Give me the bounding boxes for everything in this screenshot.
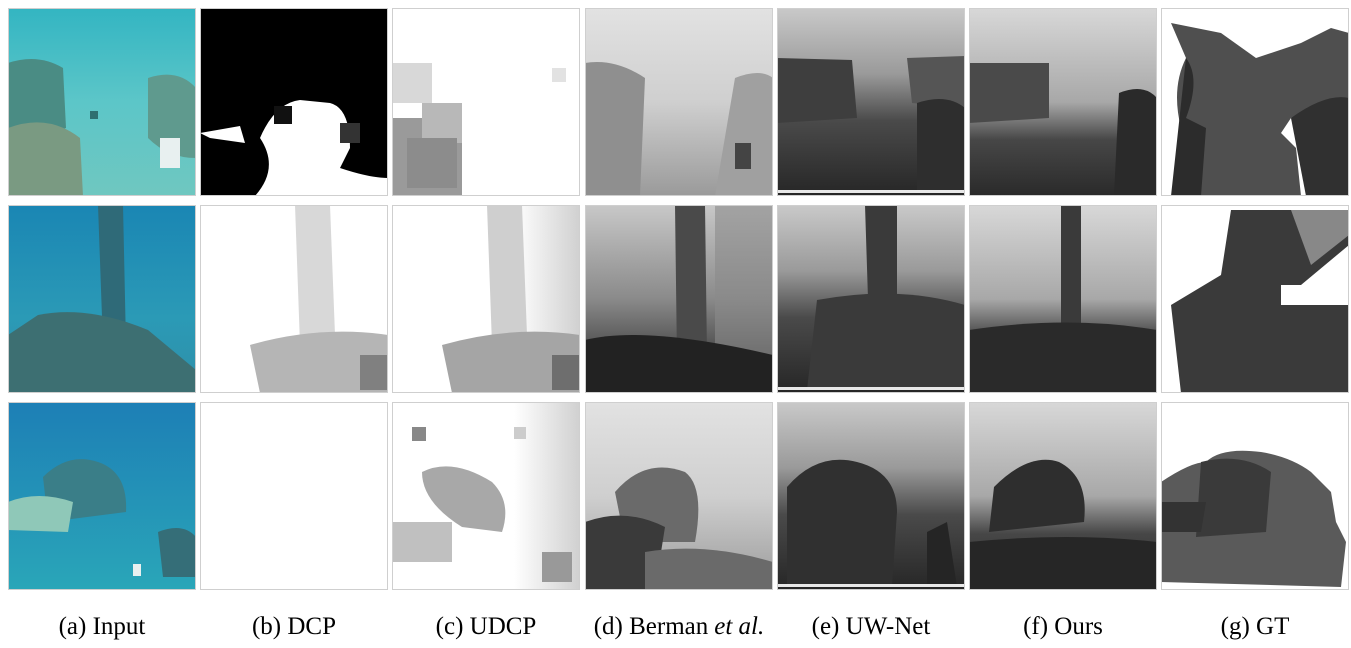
image-region xyxy=(360,355,388,390)
panel-dcp xyxy=(200,205,388,393)
image-region xyxy=(514,427,526,439)
image-region xyxy=(542,552,572,582)
panel-berman xyxy=(585,402,773,590)
caption: (b) DCP xyxy=(252,613,336,640)
image-region xyxy=(422,103,462,143)
image-region xyxy=(777,584,965,587)
panel-udcp xyxy=(392,205,580,393)
caption: (c) UDCP xyxy=(436,613,537,640)
image-region xyxy=(158,528,196,577)
image-region xyxy=(392,522,452,562)
image-region xyxy=(552,68,566,82)
image-region xyxy=(777,58,857,123)
image-region xyxy=(407,138,457,188)
panel-uwnet xyxy=(777,8,965,196)
page: (a) Input (b) DCP (c) UDCP (d) Bermanet … xyxy=(0,0,1351,648)
image-region xyxy=(969,537,1157,590)
image-region xyxy=(8,496,73,532)
image-region xyxy=(412,427,426,441)
figure: (a) Input (b) DCP (c) UDCP (d) Bermanet … xyxy=(0,0,1351,648)
image-region xyxy=(274,106,292,124)
image-region xyxy=(90,111,98,119)
caption-emphasis: et al. xyxy=(714,613,764,640)
caption: (e) UW-Net xyxy=(812,613,931,640)
panel-input xyxy=(8,205,196,393)
panel-udcp xyxy=(392,8,580,196)
panel-gt xyxy=(1161,8,1349,196)
panel-udcp xyxy=(392,402,580,590)
caption-label: (d) Berman xyxy=(594,613,709,640)
image-region xyxy=(487,205,527,345)
image-region xyxy=(340,123,360,143)
image-region xyxy=(917,99,965,193)
image-region xyxy=(392,63,432,103)
image-region xyxy=(969,323,1157,394)
image-region xyxy=(552,355,580,390)
panel-gt xyxy=(1161,205,1349,393)
panel-ours xyxy=(969,205,1157,393)
panel-gt xyxy=(1161,402,1349,590)
image-region xyxy=(160,138,180,168)
panel-ours xyxy=(969,8,1157,196)
image-region xyxy=(787,460,897,587)
image-region xyxy=(1161,502,1206,532)
image-region xyxy=(777,190,965,193)
image-region xyxy=(585,62,645,196)
image-region xyxy=(675,205,707,360)
caption: (a) Input xyxy=(59,613,146,640)
image-region xyxy=(1196,459,1271,537)
panel-uwnet xyxy=(777,402,965,590)
panel-berman xyxy=(585,8,773,196)
image-region xyxy=(969,63,1049,123)
image-region xyxy=(8,122,83,196)
panel-dcp xyxy=(200,402,388,590)
image-region xyxy=(735,143,751,169)
image-region xyxy=(807,294,965,390)
image-region xyxy=(295,205,335,345)
panel-berman xyxy=(585,205,773,393)
caption: (g) GT xyxy=(1221,613,1290,640)
image-region xyxy=(200,402,388,590)
image-region xyxy=(777,387,965,390)
panel-input xyxy=(8,402,196,590)
panel-dcp xyxy=(200,8,388,196)
caption: (f) Ours xyxy=(1023,613,1103,640)
image-region xyxy=(1114,89,1157,196)
panel-input xyxy=(8,8,196,196)
image-region xyxy=(133,564,141,576)
panel-uwnet xyxy=(777,205,965,393)
panel-ours xyxy=(969,402,1157,590)
